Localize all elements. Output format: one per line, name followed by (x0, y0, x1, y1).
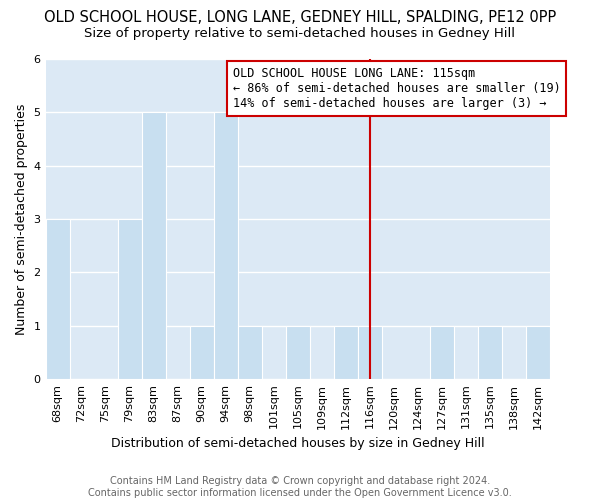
Bar (190, 326, 214, 379)
Bar (286, 326, 310, 379)
Bar (526, 326, 550, 379)
Bar (214, 112, 238, 379)
Bar (118, 219, 142, 379)
Bar (478, 326, 502, 379)
Text: Contains HM Land Registry data © Crown copyright and database right 2024.
Contai: Contains HM Land Registry data © Crown c… (88, 476, 512, 498)
Bar (238, 326, 262, 379)
Text: Size of property relative to semi-detached houses in Gedney Hill: Size of property relative to semi-detach… (85, 28, 515, 40)
Bar (142, 112, 166, 379)
Text: OLD SCHOOL HOUSE LONG LANE: 115sqm
← 86% of semi-detached houses are smaller (19: OLD SCHOOL HOUSE LONG LANE: 115sqm ← 86%… (233, 67, 560, 110)
Bar (430, 326, 454, 379)
Y-axis label: Number of semi-detached properties: Number of semi-detached properties (15, 103, 28, 334)
Bar (46, 219, 70, 379)
Bar (358, 326, 382, 379)
Text: OLD SCHOOL HOUSE, LONG LANE, GEDNEY HILL, SPALDING, PE12 0PP: OLD SCHOOL HOUSE, LONG LANE, GEDNEY HILL… (44, 10, 556, 25)
Bar (334, 326, 358, 379)
X-axis label: Distribution of semi-detached houses by size in Gedney Hill: Distribution of semi-detached houses by … (111, 437, 484, 450)
